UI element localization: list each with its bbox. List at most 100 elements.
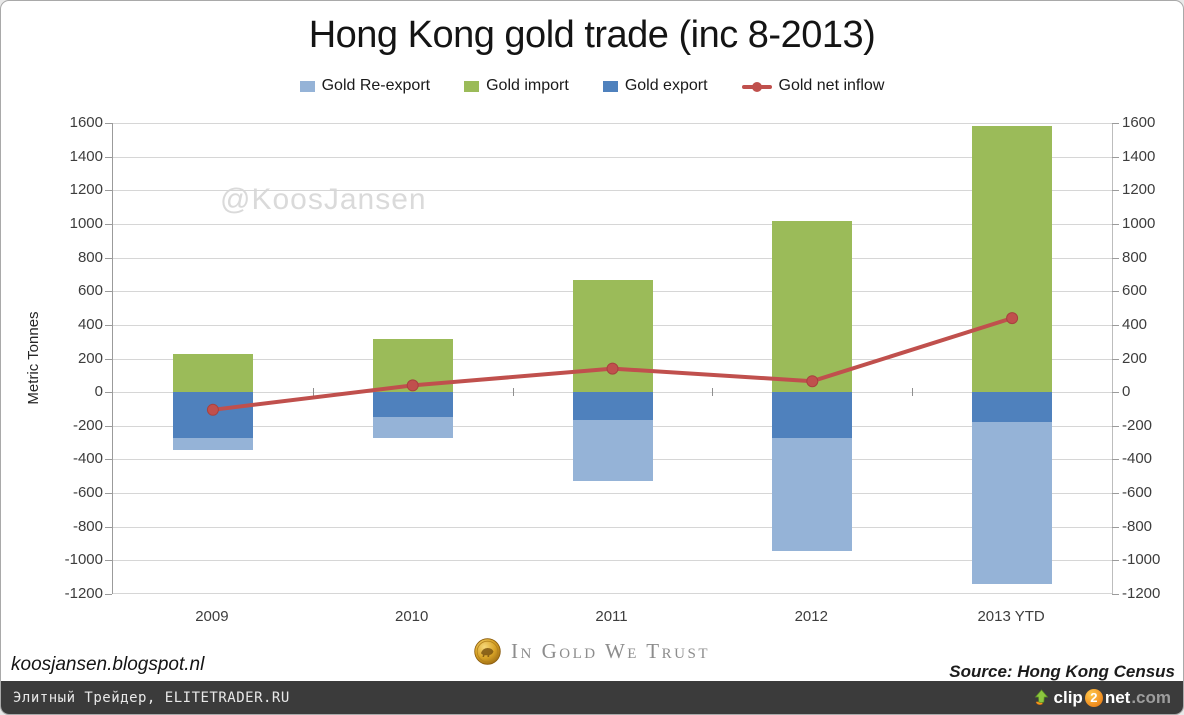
bar-segment-gold-re-export-2012 — [772, 437, 853, 552]
y-tick-left — [105, 257, 112, 259]
y-tick-left — [105, 324, 112, 326]
y-axis-label-left: -1000 — [64, 551, 103, 569]
y-tick-right — [1112, 358, 1119, 360]
y-tick-left — [105, 156, 112, 158]
y-axis-label-left: 1200 — [69, 181, 103, 199]
gridline — [113, 324, 1112, 326]
y-tick-left — [105, 392, 112, 394]
y-axis-label-left: 1000 — [69, 214, 103, 232]
y-tick-right — [1112, 594, 1119, 595]
net-inflow-point — [1006, 312, 1019, 325]
legend-item-gold-export: Gold export — [602, 77, 708, 95]
y-tick-left — [105, 459, 112, 461]
bar-segment-gold-import-2010 — [372, 339, 453, 393]
y-axis-label-right: 200 — [1122, 349, 1148, 367]
legend-label-gold-net-inflow: Gold net inflow — [778, 77, 885, 94]
gridline — [113, 593, 1112, 594]
y-axis-label-right: 1600 — [1122, 114, 1156, 131]
y-tick-left — [105, 291, 112, 293]
y-axis-label-right: -1000 — [1122, 551, 1161, 569]
x-axis-label-2010: 2010 — [395, 608, 429, 625]
y-tick-right — [1112, 291, 1119, 293]
y-axis-label-right: -200 — [1122, 416, 1153, 434]
y-tick-right — [1112, 324, 1119, 326]
y-tick-left — [105, 358, 112, 360]
y-tick-right — [1112, 123, 1119, 124]
y-tick-right — [1112, 156, 1119, 158]
y-tick-right — [1112, 560, 1119, 562]
y-tick-right — [1112, 526, 1119, 528]
category-tick — [912, 388, 913, 397]
legend-item-gold-re-export: Gold Re-export — [299, 77, 430, 95]
watermark: @KoosJansen — [220, 183, 427, 216]
gridline — [113, 493, 1112, 495]
net-inflow-line — [210, 316, 1015, 412]
gridline — [113, 123, 1112, 124]
elitetrader-label: Элитный Трейдер, ELITETRADER.RU — [13, 689, 290, 706]
y-axis-label-right: -800 — [1122, 517, 1153, 535]
y-axis-label-right: 800 — [1122, 248, 1148, 266]
y-axis-label-left: -600 — [72, 484, 103, 502]
y-axis-label-left: 1400 — [69, 147, 103, 165]
y-axis-label-right: 1000 — [1122, 214, 1156, 232]
clip2net-logo[interactable]: clip 2 net .com — [1033, 688, 1171, 708]
blog-url-link[interactable]: koosjansen.blogspot.nl — [11, 654, 205, 675]
gold-re-export-swatch-icon — [299, 80, 315, 92]
bar-segment-gold-import-2011 — [572, 280, 653, 393]
gridline — [113, 459, 1112, 461]
bar-segment-gold-export-2013-ytd — [972, 392, 1053, 422]
y-axis-label-right: 400 — [1122, 315, 1148, 333]
gold-export-swatch-icon — [602, 80, 618, 92]
y-axis-label-left: -800 — [72, 517, 103, 535]
gridline — [113, 392, 1112, 394]
legend: Gold Re-export Gold import Gold export G… — [1, 77, 1183, 95]
bar-segment-gold-import-2012 — [772, 220, 853, 393]
y-axis-label-right: 600 — [1122, 282, 1148, 300]
bar-segment-gold-re-export-2010 — [372, 417, 453, 439]
y-tick-left — [105, 526, 112, 528]
x-axis-label-2012: 2012 — [794, 608, 828, 625]
category-tick — [712, 388, 713, 397]
y-axis-label-right: 1400 — [1122, 147, 1156, 165]
source-attribution: Source: Hong Kong Census — [949, 662, 1175, 681]
y-tick-right — [1112, 257, 1119, 259]
bar-segment-gold-re-export-2013-ytd — [972, 421, 1053, 584]
y-axis-label-right: -1200 — [1122, 585, 1161, 602]
y-tick-right — [1112, 425, 1119, 427]
gridline — [113, 291, 1112, 293]
brand-lockup: In Gold We Trust — [1, 638, 1183, 665]
gridline — [113, 156, 1112, 158]
y-axis-label-left: -400 — [72, 450, 103, 468]
gridline — [113, 425, 1112, 427]
legend-label-gold-export: Gold export — [624, 77, 708, 94]
bar-segment-gold-import-2013-ytd — [972, 126, 1053, 393]
y-tick-right — [1112, 493, 1119, 495]
category-tick — [513, 388, 514, 397]
y-tick-right — [1112, 190, 1119, 192]
net-inflow-point — [206, 403, 219, 416]
net-inflow-point — [606, 362, 619, 375]
net-inflow-point — [406, 379, 419, 392]
gridline — [113, 257, 1112, 259]
net-inflow-point — [806, 375, 819, 388]
clip2net-net: net — [1104, 687, 1131, 707]
y-axis-label-right: -400 — [1122, 450, 1153, 468]
clip2net-two-badge: 2 — [1084, 688, 1103, 707]
y-tick-right — [1112, 459, 1119, 461]
bar-segment-gold-export-2012 — [772, 392, 853, 438]
gridline — [113, 223, 1112, 225]
bar-segment-gold-export-2011 — [572, 392, 653, 420]
gridline — [113, 190, 1112, 192]
chart-title: Hong Kong gold trade (inc 8-2013) — [308, 14, 876, 56]
y-tick-left — [105, 425, 112, 427]
gridline — [113, 358, 1112, 360]
gold-import-swatch-icon — [464, 80, 480, 92]
x-axis-label-2011: 2011 — [595, 608, 628, 625]
category-tick — [313, 388, 314, 397]
x-axis-label-2013-ytd: 2013 YTD — [977, 608, 1045, 625]
bar-segment-gold-re-export-2011 — [572, 419, 653, 482]
bar-segment-gold-re-export-2009 — [172, 438, 253, 451]
y-tick-left — [105, 190, 112, 192]
